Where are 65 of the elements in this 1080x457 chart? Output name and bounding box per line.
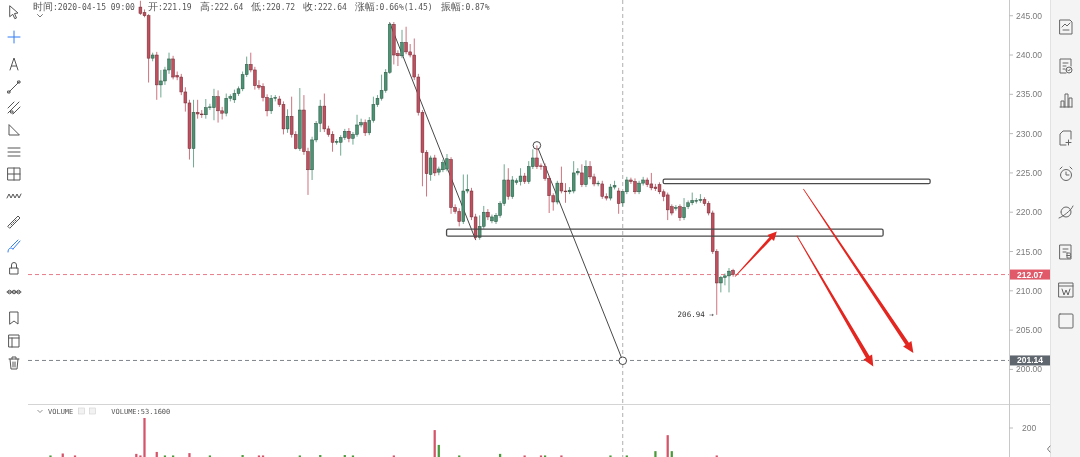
candlestick (195, 99, 200, 120)
candlestick (224, 93, 228, 117)
candlestick (584, 159, 588, 188)
candlestick (580, 163, 584, 188)
candlestick (204, 98, 208, 120)
candlestick (428, 155, 433, 182)
candlestick (555, 180, 560, 205)
y-tick-label: 210.00 (1016, 285, 1043, 296)
candlestick (269, 94, 273, 115)
candlestick (572, 160, 576, 194)
candlestick (616, 187, 621, 215)
candlestick (698, 193, 703, 204)
y-tick-label: 225.00 (1016, 167, 1043, 178)
annotation: 振幅:0.87% (440, 1, 490, 12)
candlestick (347, 127, 351, 143)
candlestick (400, 29, 404, 59)
candlestick (506, 167, 510, 201)
candlestick (216, 89, 220, 124)
ref-line-label: 201.14 (1017, 355, 1044, 366)
candlestick (212, 88, 216, 121)
candlestick (674, 204, 678, 212)
annotation: 时间:2020-04-15 09:00 (33, 1, 136, 12)
annotation: 收:222.64 (303, 1, 347, 12)
y-tick-label: 215.00 (1016, 246, 1043, 257)
text: 200 (1022, 423, 1037, 433)
y-tick-label: 245.00 (1016, 10, 1043, 21)
candlestick (535, 145, 539, 170)
candlestick (682, 197, 686, 221)
annotation: 高:222.64 (199, 1, 244, 12)
candlestick (159, 69, 163, 98)
ref-line-label: 212.07 (1017, 269, 1044, 280)
candlestick (253, 66, 257, 90)
candlestick (322, 93, 327, 133)
candlestick (171, 55, 175, 80)
candlestick (330, 130, 335, 153)
bar (61, 453, 64, 457)
annotation: 开:221.19 (147, 1, 192, 12)
y-tick-label: 235.00 (1016, 89, 1043, 100)
candlestick (694, 197, 698, 204)
candlestick (559, 166, 564, 194)
bar (654, 451, 657, 457)
candlestick (433, 154, 437, 177)
candlestick (404, 26, 408, 55)
candlestick (727, 267, 731, 293)
bar (433, 430, 436, 457)
annotation: 低:220.72 (251, 1, 296, 12)
candlestick (600, 180, 604, 200)
candlestick (666, 192, 670, 221)
bar (155, 451, 158, 457)
y-tick-label: 230.00 (1016, 128, 1043, 139)
candlestick (200, 109, 204, 119)
y-tick-label: 220.00 (1016, 207, 1043, 218)
y-tick-label: 200.00 (1016, 364, 1043, 375)
candlestick (334, 138, 339, 146)
annotation: 涨幅:0.66%(1.45) (354, 1, 433, 12)
bar (670, 451, 673, 457)
candlestick (731, 268, 735, 278)
bar (143, 418, 146, 457)
bar (666, 435, 669, 457)
candlestick (285, 108, 290, 134)
bar (188, 453, 191, 457)
candlestick (690, 192, 694, 206)
y-tick-label: 205.00 (1016, 325, 1043, 336)
candlestick (457, 207, 461, 227)
y-tick-label: 240.00 (1016, 50, 1043, 61)
